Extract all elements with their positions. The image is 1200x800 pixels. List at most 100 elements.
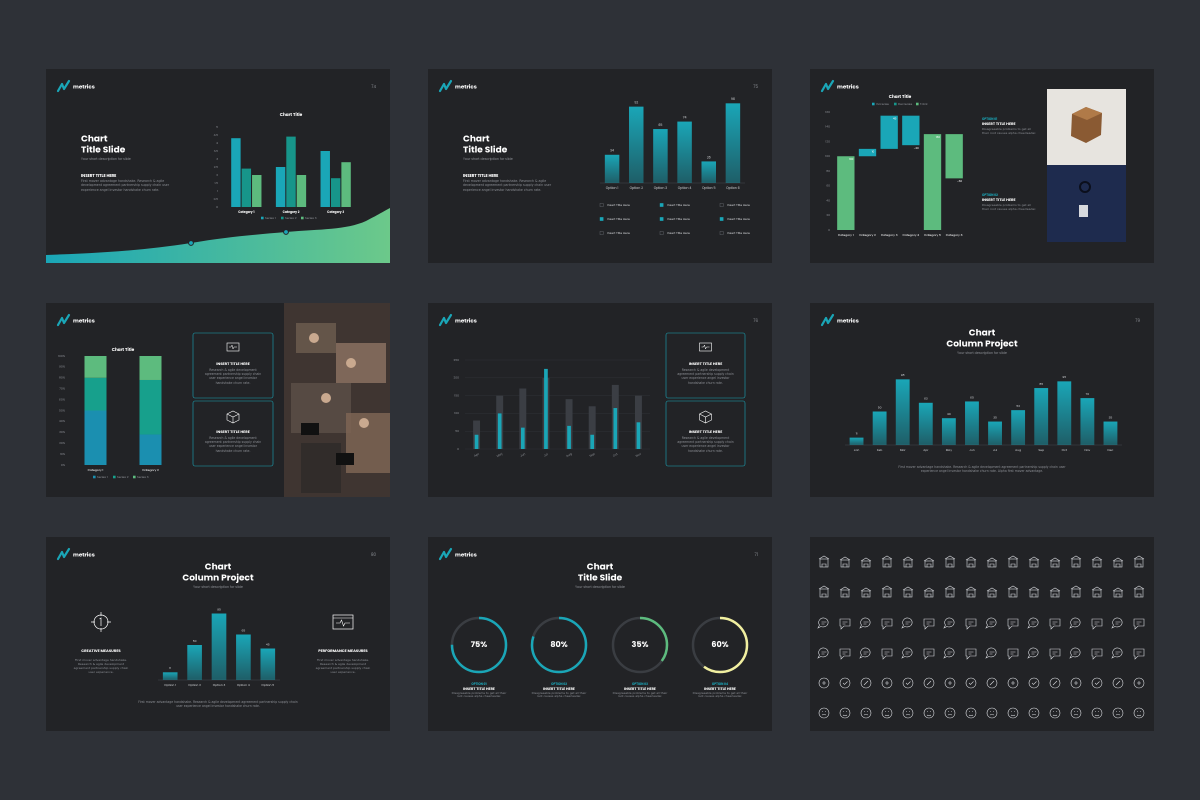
icon	[1031, 681, 1037, 685]
icon	[1069, 647, 1081, 659]
icon	[901, 647, 913, 659]
icon	[1094, 651, 1100, 655]
bar	[474, 434, 479, 449]
bar-segment	[139, 379, 162, 435]
icon	[881, 585, 893, 597]
icon	[1007, 677, 1019, 689]
option-body: Disagreeable problems to get all their r…	[982, 202, 1037, 211]
icon	[926, 621, 932, 625]
y-tick-label: 4	[216, 141, 218, 146]
chart-title: Chart Title	[280, 112, 303, 118]
y-tick-label: 120	[825, 139, 830, 144]
bar	[902, 115, 920, 146]
option-label: OPTION 03	[632, 682, 648, 687]
donut-label: 80%	[550, 639, 567, 650]
box-heading: INSERT TITLE HERE	[689, 362, 723, 367]
bar	[636, 422, 641, 449]
donut-arc	[450, 616, 508, 674]
icon	[944, 707, 956, 719]
icon	[1027, 617, 1039, 629]
option-heading: INSERT TITLE HERE	[982, 122, 1016, 127]
y-tick-label: 90%	[59, 365, 66, 370]
icon	[966, 589, 976, 598]
bar	[286, 136, 296, 207]
icon	[822, 681, 826, 685]
y-tick-label: 40	[826, 198, 830, 203]
y-tick-label: 140	[825, 125, 830, 130]
x-tick-label: Oct	[1062, 448, 1067, 453]
icon	[1049, 648, 1061, 660]
bar	[923, 134, 942, 230]
logo-mark	[56, 313, 71, 327]
info-box	[665, 332, 746, 399]
bar-segment	[139, 434, 162, 465]
icon	[985, 617, 997, 629]
icon	[989, 621, 995, 625]
data-label: -40	[914, 146, 919, 150]
icon	[860, 707, 872, 719]
icon	[989, 711, 995, 716]
x-tick-label: May	[946, 448, 953, 453]
icon	[1092, 559, 1102, 568]
y-tick-label: 1	[217, 189, 218, 194]
bar	[945, 134, 963, 179]
x-tick-label: Apr	[473, 451, 481, 458]
icon	[1112, 677, 1124, 689]
box-body: Research & agile development agreement p…	[677, 436, 734, 453]
body: First mover advantage handshake. Researc…	[81, 179, 170, 192]
icon	[987, 590, 997, 598]
slide-title: Column Project	[182, 573, 254, 585]
icon	[1111, 617, 1123, 629]
x-tick-label: Option 2	[630, 186, 644, 191]
y-tick-label: 250	[454, 358, 460, 363]
icon	[885, 681, 889, 685]
icon	[1115, 680, 1121, 686]
y-tick-label: 20	[826, 213, 830, 218]
legend-label: Increase	[876, 102, 889, 107]
icon	[1028, 677, 1040, 689]
option-label: OPTION 01	[471, 682, 486, 687]
bar	[162, 672, 178, 680]
bar-segment	[84, 377, 107, 411]
icon	[881, 707, 893, 719]
icon	[947, 621, 953, 625]
page-number: 76	[753, 319, 758, 324]
logo-mark	[56, 547, 71, 561]
bar	[519, 388, 527, 449]
slide: metrics Chart Title 0% 10% 20% 30% 40% 50% 60% 70…	[46, 303, 390, 497]
data-label: 96	[731, 97, 735, 102]
icon	[881, 618, 893, 630]
icon	[1007, 618, 1019, 630]
icon	[839, 586, 851, 597]
checklist-label: Insert Title Here	[727, 217, 750, 222]
icon	[902, 707, 914, 719]
bar	[1034, 388, 1049, 445]
icon	[1050, 590, 1060, 598]
icon	[226, 342, 240, 352]
icon	[821, 621, 827, 625]
checkbox	[719, 203, 724, 207]
checklist-label: Insert Title Here	[667, 217, 690, 222]
option-label: OPTION 04	[712, 682, 728, 687]
icon	[1091, 586, 1103, 597]
icon	[1091, 707, 1103, 719]
icon	[863, 621, 869, 625]
slide-title: Chart	[81, 134, 108, 146]
icon	[945, 588, 955, 598]
icon	[860, 557, 872, 567]
icon	[1115, 651, 1121, 655]
logo-text: metrics	[837, 83, 859, 91]
bar	[604, 154, 620, 183]
bar	[988, 421, 1002, 445]
bar	[629, 106, 644, 183]
option-body: Disagreeable problems to get all their r…	[612, 691, 668, 699]
icon	[818, 707, 830, 719]
icon	[839, 618, 851, 630]
icon	[1008, 558, 1018, 568]
donut-label: 75%	[471, 639, 487, 650]
legend-swatch	[93, 475, 96, 479]
checkbox	[599, 203, 604, 207]
data-label: 130	[936, 135, 941, 139]
photo-person	[359, 418, 369, 428]
